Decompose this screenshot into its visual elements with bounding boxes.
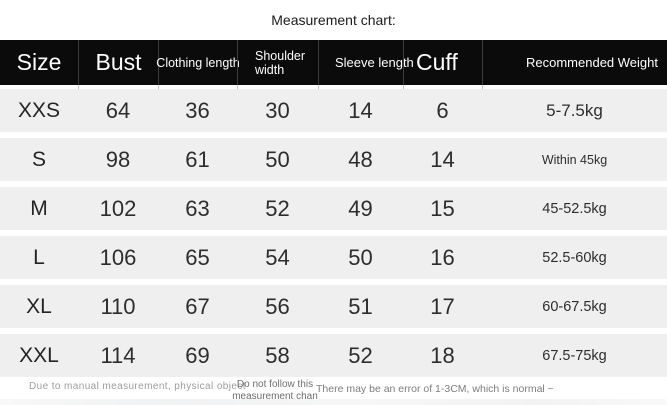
column-divider bbox=[482, 85, 483, 90]
cell-cuff: 6 bbox=[436, 97, 449, 123]
cell-size: L bbox=[33, 245, 45, 269]
cell-shoulder-width: 58 bbox=[265, 342, 290, 368]
cell-bust: 102 bbox=[99, 195, 137, 221]
cell-cuff: 17 bbox=[430, 293, 455, 319]
cell-size: XL bbox=[26, 294, 52, 318]
column-header-shoulder-width: Shoulder width bbox=[237, 40, 318, 85]
cell-clothing-length: 67 bbox=[185, 293, 210, 319]
cell-sleeve-length: 51 bbox=[348, 293, 373, 319]
column-divider bbox=[158, 85, 159, 90]
table-row-xxs: XXS 64 36 30 14 6 5-7.5kg bbox=[0, 89, 667, 132]
cell-recommended-weight: 67.5-75kg bbox=[542, 347, 607, 364]
footnote-do-not-follow: Do not follow this measurement chan bbox=[232, 379, 318, 402]
column-header-recommended-weight: Recommended Weight bbox=[482, 40, 667, 85]
cell-size: S bbox=[31, 147, 46, 171]
cell-size: XXL bbox=[19, 343, 59, 367]
table-row-xl: XL 110 67 56 51 17 60-67.5kg bbox=[0, 285, 667, 328]
cell-recommended-weight: 60-67.5kg bbox=[542, 298, 607, 315]
cell-cuff: 15 bbox=[430, 195, 455, 221]
table-row-l: L 106 65 54 50 16 52.5-60kg bbox=[0, 236, 667, 279]
cell-bust: 110 bbox=[100, 293, 136, 319]
cell-sleeve-length: 49 bbox=[348, 195, 373, 221]
footnote-error-tolerance: There may be an error of 1-3CM, which is… bbox=[316, 383, 554, 395]
column-header-bust: Bust bbox=[78, 40, 158, 85]
cell-recommended-weight: 45-52.5kg bbox=[542, 200, 607, 217]
column-divider bbox=[237, 85, 238, 90]
table-row-xxl: XXL 114 69 58 52 18 67.5-75kg bbox=[0, 334, 667, 377]
cell-clothing-length: 36 bbox=[185, 97, 210, 123]
column-header-clothing-length: Clothing length bbox=[156, 40, 240, 85]
cell-shoulder-width: 56 bbox=[265, 293, 290, 319]
cell-cuff: 14 bbox=[430, 146, 455, 172]
table-row-s: S 98 61 50 48 14 Within 45kg bbox=[0, 138, 667, 181]
bottom-watermark-band bbox=[0, 399, 667, 405]
column-header-sleeve-length: Sleeve length bbox=[318, 40, 414, 85]
page-title: Measurement chart: bbox=[271, 12, 396, 28]
table-header: Size Bust Clothing length Shoulder width… bbox=[0, 40, 667, 85]
cell-bust: 98 bbox=[105, 146, 131, 172]
cell-bust: 114 bbox=[100, 342, 136, 368]
cell-sleeve-length: 52 bbox=[348, 342, 373, 368]
cell-bust: 106 bbox=[99, 244, 137, 270]
column-header-cuff: Cuff bbox=[403, 40, 482, 85]
table-row-m: M 102 63 52 49 15 45-52.5kg bbox=[0, 187, 667, 230]
cell-sleeve-length: 50 bbox=[348, 244, 373, 270]
cell-shoulder-width: 30 bbox=[265, 97, 290, 123]
column-header-size: Size bbox=[16, 49, 62, 75]
footnote-manual-measurement: Due to manual measurement, physical obje… bbox=[29, 381, 246, 392]
cell-clothing-length: 61 bbox=[185, 146, 210, 172]
cell-recommended-weight: 5-7.5kg bbox=[546, 100, 603, 120]
cell-shoulder-width: 52 bbox=[265, 195, 290, 221]
cell-recommended-weight: Within 45kg bbox=[541, 152, 608, 167]
cell-cuff: 16 bbox=[430, 244, 455, 270]
column-divider bbox=[78, 85, 79, 90]
cell-shoulder-width: 54 bbox=[265, 244, 290, 270]
column-divider bbox=[318, 85, 319, 90]
table-body: XXS 64 36 30 14 6 5-7.5kg S 98 61 50 48 … bbox=[0, 89, 667, 383]
cell-clothing-length: 65 bbox=[185, 244, 210, 270]
column-divider bbox=[403, 85, 404, 90]
cell-recommended-weight: 52.5-60kg bbox=[542, 249, 607, 266]
cell-sleeve-length: 48 bbox=[348, 146, 373, 172]
cell-shoulder-width: 50 bbox=[265, 146, 290, 172]
cell-bust: 64 bbox=[105, 97, 131, 123]
cell-size: M bbox=[30, 196, 48, 220]
cell-clothing-length: 63 bbox=[185, 195, 210, 221]
cell-cuff: 18 bbox=[430, 342, 455, 368]
cell-clothing-length: 69 bbox=[185, 342, 210, 368]
cell-sleeve-length: 14 bbox=[348, 97, 373, 123]
cell-size: XXS bbox=[17, 98, 61, 122]
